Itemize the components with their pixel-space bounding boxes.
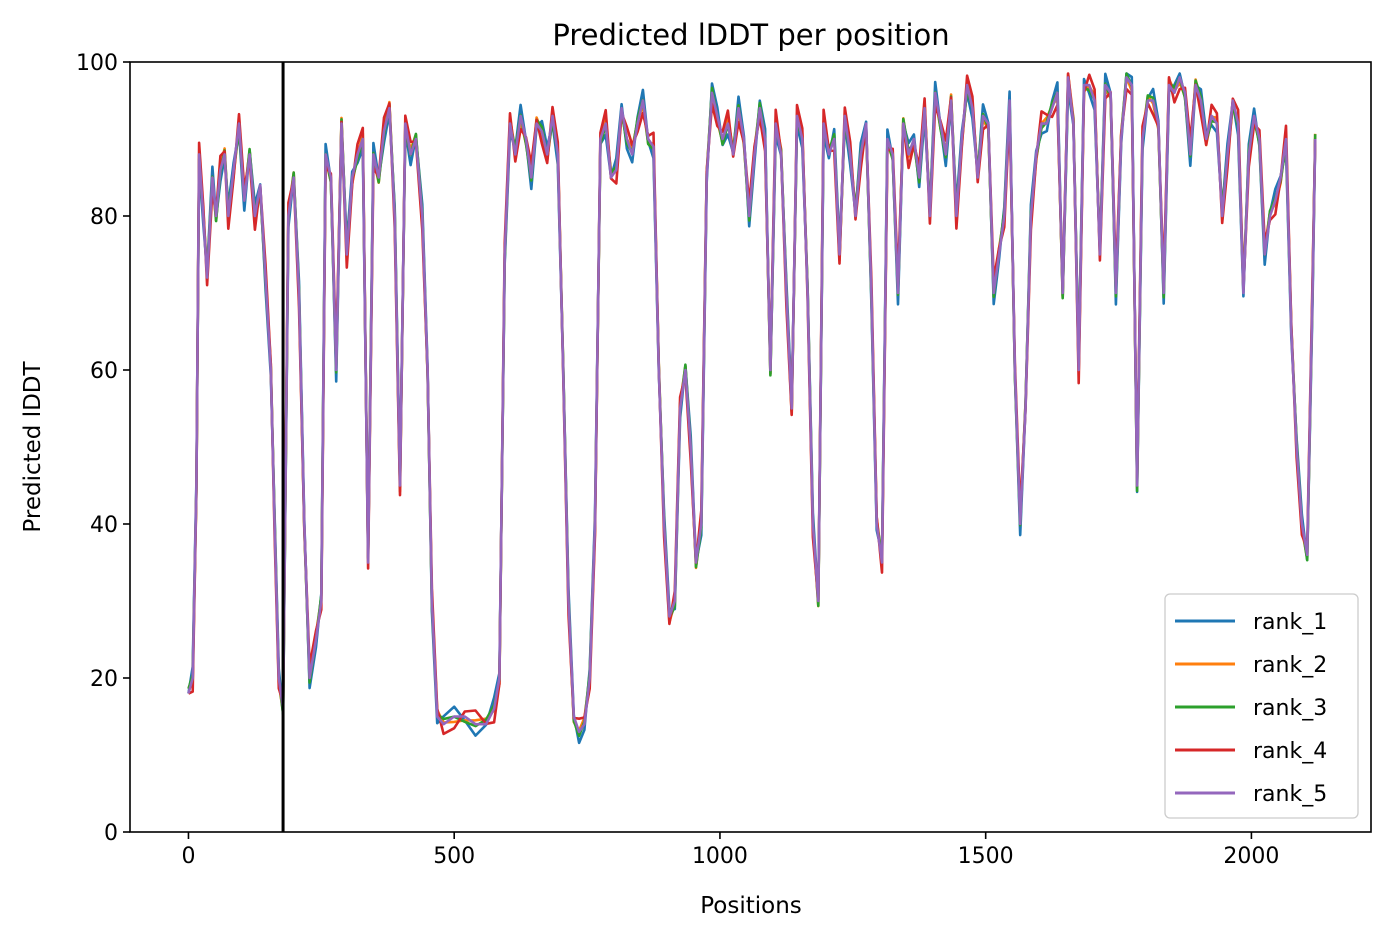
y-axis-label: Predicted lDDT — [20, 360, 46, 532]
x-tick-label: 0 — [181, 844, 195, 869]
legend-label-rank_3: rank_3 — [1253, 696, 1327, 721]
chart-title: Predicted lDDT per position — [552, 18, 949, 52]
x-tick-label: 1000 — [692, 844, 748, 869]
x-tick-label: 2000 — [1223, 844, 1279, 869]
x-tick-label: 500 — [433, 844, 475, 869]
legend-label-rank_5: rank_5 — [1253, 782, 1327, 807]
y-tick-label: 80 — [90, 205, 118, 230]
legend-box — [1164, 593, 1359, 819]
ticks-layer: 0 500 1000 1500 2000 0 20 40 60 80 100 — [76, 51, 1279, 869]
legend-label-rank_2: rank_2 — [1253, 653, 1327, 678]
y-tick-label: 20 — [90, 667, 118, 692]
x-axis-label: Positions — [700, 893, 802, 919]
series-layer — [187, 72, 1317, 745]
plot-frame — [129, 61, 1372, 833]
y-tick-label: 0 — [104, 821, 118, 846]
legend-entries: rank_1 rank_2 rank_3 rank_4 rank_5 — [1175, 610, 1327, 807]
y-tick-label: 60 — [90, 359, 118, 384]
x-tick-label: 1500 — [958, 844, 1014, 869]
legend-label-rank_4: rank_4 — [1253, 739, 1327, 764]
legend: rank_1 rank_2 rank_3 rank_4 rank_5 — [1164, 593, 1359, 819]
y-tick-label: 100 — [76, 51, 118, 76]
series-line-rank_5 — [187, 76, 1317, 734]
y-tick-label: 40 — [90, 513, 118, 538]
legend-label-rank_1: rank_1 — [1253, 610, 1327, 635]
